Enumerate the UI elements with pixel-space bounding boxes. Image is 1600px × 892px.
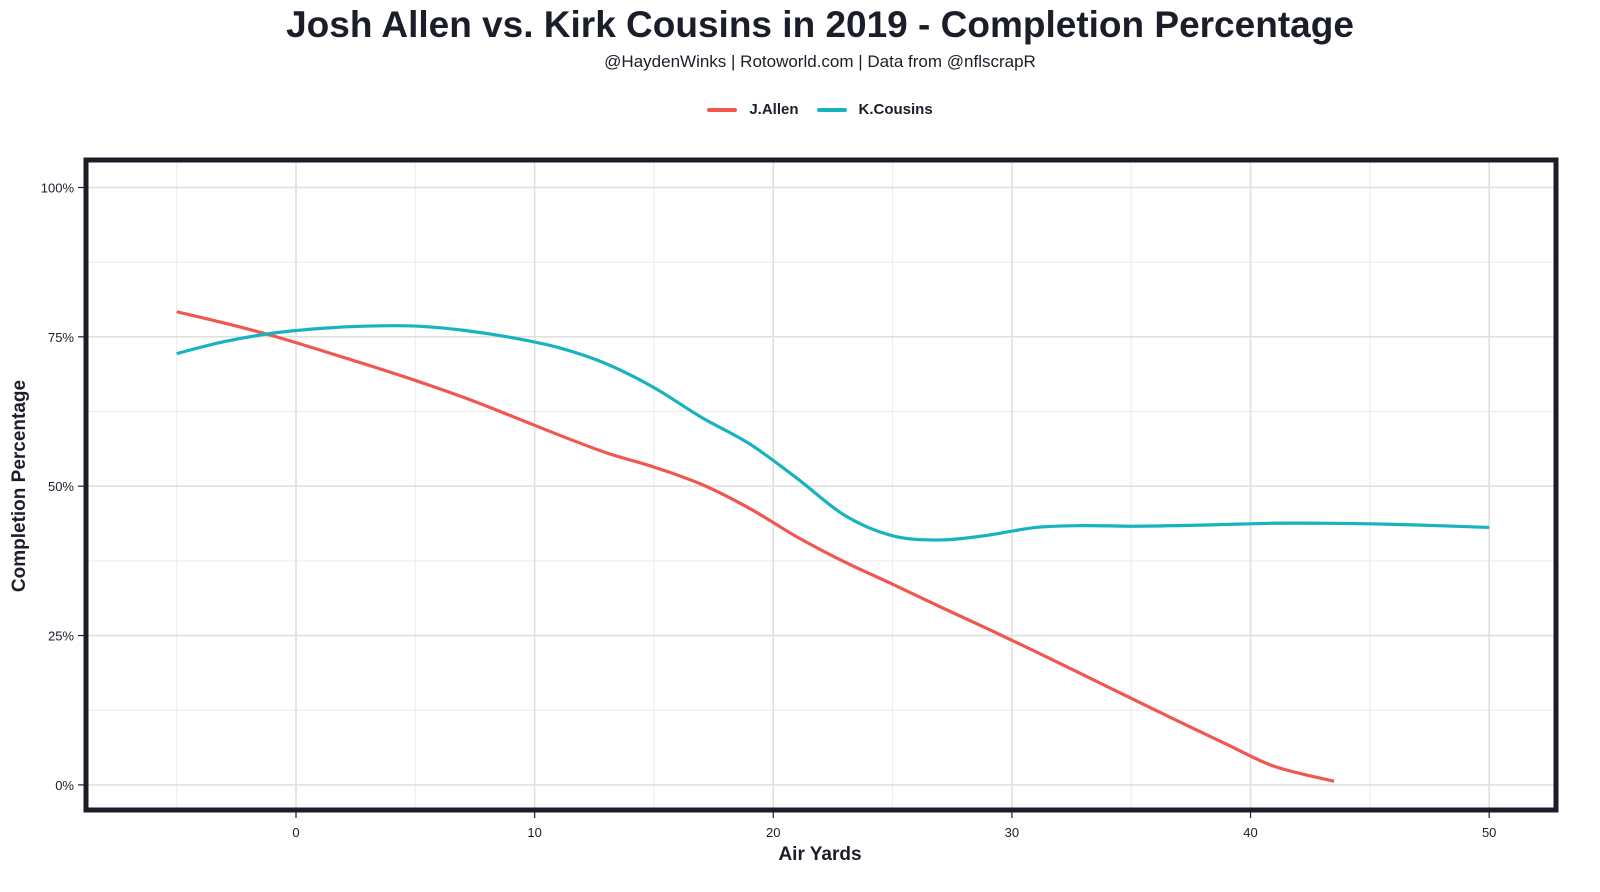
x-axis-title: Air Yards <box>778 844 861 865</box>
y-tick-label: 50% <box>48 479 74 494</box>
y-tick-label: 75% <box>48 330 74 345</box>
series-line-k-cousins <box>176 324 1490 542</box>
x-axis: 0 10 20 30 40 50 <box>292 812 1496 840</box>
legend-item-k-cousins: K.Cousins <box>816 101 933 118</box>
legend-swatch-k-cousins <box>816 107 847 112</box>
series-line-j-allen <box>176 310 1335 783</box>
x-tick-label: 20 <box>766 825 780 840</box>
chart-title: Josh Allen vs. Kirk Cousins in 2019 - Co… <box>286 4 1354 45</box>
legend: J.Allen K.Cousins <box>0 101 1600 118</box>
series-lines <box>176 310 1490 783</box>
legend-label-j-allen: J.Allen <box>749 101 799 118</box>
y-tick-label: 100% <box>41 180 75 195</box>
x-tick-label: 10 <box>527 825 541 840</box>
y-tick-label: 0% <box>55 778 74 793</box>
legend-item-j-allen: J.Allen <box>707 101 799 118</box>
x-tick-label: 30 <box>1005 825 1019 840</box>
grid <box>86 160 1556 810</box>
x-tick-label: 0 <box>292 825 299 840</box>
y-tick-label: 25% <box>48 629 74 644</box>
x-tick-label: 50 <box>1482 825 1496 840</box>
y-axis: 0% 25% 50% 75% 100% <box>41 180 84 793</box>
x-tick-label: 40 <box>1243 825 1257 840</box>
legend-swatch-j-allen <box>707 107 738 112</box>
legend-label-k-cousins: K.Cousins <box>858 101 933 118</box>
chart-subtitle: @HaydenWinks | Rotoworld.com | Data from… <box>604 52 1036 71</box>
y-axis-title: Completion Percentage <box>9 380 30 592</box>
panel-border <box>83 157 1559 813</box>
